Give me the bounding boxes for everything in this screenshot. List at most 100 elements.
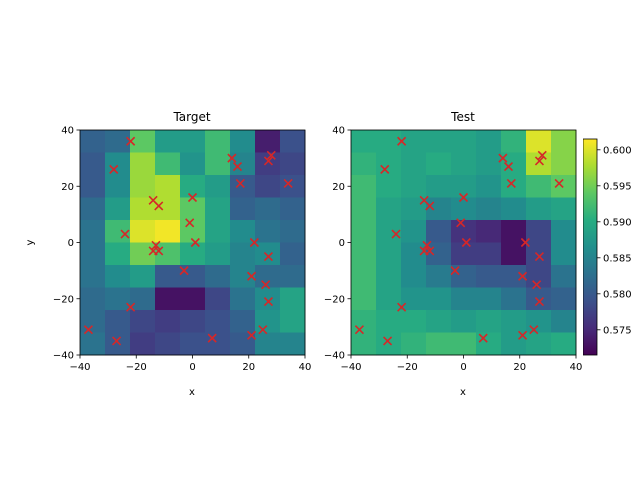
heatmap-cell: [476, 197, 502, 221]
heatmap-cell: [351, 287, 377, 311]
heatmap-cell: [451, 332, 477, 356]
heatmap-cell: [255, 197, 281, 221]
sample-point-marker: [266, 150, 276, 160]
heatmap-cell: [426, 242, 452, 266]
y-tick-label: −20: [324, 294, 345, 305]
heatmap-cell: [105, 310, 131, 333]
sample-point-marker: [458, 192, 469, 203]
sample-point-marker: [154, 246, 164, 256]
heatmap-cell: [526, 152, 552, 176]
heatmap-cell: [501, 310, 527, 333]
sample-point-marker: [529, 325, 539, 335]
sample-point-marker: [380, 164, 390, 174]
heatmap-cell: [255, 310, 281, 333]
sample-point-marker: [179, 266, 189, 276]
heatmap-cell: [205, 287, 231, 311]
heatmap-cell: [451, 197, 477, 221]
sample-point-marker: [498, 153, 508, 163]
heatmap-cell: [230, 310, 256, 333]
y-tick-label: 20: [332, 182, 345, 193]
heatmap-cell: [130, 152, 156, 176]
sample-point-marker: [534, 251, 545, 262]
heatmap-cell: [551, 242, 577, 266]
heatmap-cell: [551, 265, 577, 288]
target-panel: Target −40 −20 0 20 40 −40 −20 0 20 40 x y: [25, 110, 311, 398]
heatmap-cell: [551, 287, 577, 311]
heatmap-cell: [205, 175, 231, 198]
heatmap-cell: [476, 175, 502, 198]
sample-point-marker: [263, 296, 274, 307]
sample-point-marker: [283, 178, 293, 189]
test-ticks: −40 −20 0 20 40 −40 −20 0 20 40: [324, 126, 582, 374]
heatmap-cell: [351, 197, 377, 221]
heatmap-cell: [230, 220, 256, 243]
heatmap-cell: [180, 197, 206, 221]
heatmap-cell: [80, 220, 106, 243]
colorbar-tick-label: 0.580: [603, 289, 632, 300]
heatmap-cell: [80, 310, 106, 333]
heatmap-cell: [401, 152, 427, 176]
heatmap-cell: [255, 175, 281, 198]
heatmap-cell: [180, 265, 206, 288]
sample-point-marker: [190, 237, 200, 248]
colorbar-clip: 0.575 0.580 0.585 0.590 0.595 0.600: [583, 138, 632, 356]
heatmap-cell: [476, 220, 502, 243]
heatmap-cell: [526, 220, 552, 243]
heatmap-cell: [280, 287, 306, 311]
heatmap-cell: [180, 310, 206, 333]
y-tick-label: 20: [61, 182, 74, 193]
heatmap-cell: [376, 130, 402, 153]
heatmap-cell: [426, 287, 452, 311]
heatmap-cell: [476, 152, 502, 176]
heatmap-cell: [551, 197, 577, 221]
sample-point-marker: [126, 302, 136, 312]
heatmap-cell: [401, 197, 427, 221]
heatmap-cell: [80, 197, 106, 221]
heatmap-cell: [351, 310, 377, 333]
heatmap-cell: [230, 197, 256, 221]
sample-point-marker: [422, 240, 432, 250]
heatmap-cell: [280, 130, 306, 153]
heatmap-cell: [501, 242, 527, 266]
heatmap-cell: [476, 242, 502, 266]
heatmap-cell: [376, 310, 402, 333]
heatmap-cell: [155, 332, 181, 356]
heatmap-cell: [451, 242, 477, 266]
heatmap-cell: [476, 287, 502, 311]
colorbar-tick-label: 0.585: [603, 253, 632, 264]
test-x-axis-title: x: [460, 387, 466, 398]
heatmap-cell: [551, 332, 577, 356]
sample-point-marker: [397, 136, 407, 146]
heatmap-cell: [401, 130, 427, 153]
heatmap-cell: [105, 265, 131, 288]
heatmap-cell: [80, 242, 106, 266]
x-tick-label: 20: [513, 362, 526, 373]
colorbar-tick-label: 0.575: [603, 325, 632, 336]
heatmap-cell: [451, 152, 477, 176]
heatmap-cell: [426, 197, 452, 221]
heatmap-cell: [551, 130, 577, 153]
colorbar: 0.575 0.580 0.585 0.590 0.595 0.600: [583, 138, 632, 356]
heatmap-cell: [130, 175, 156, 198]
heatmap-cell: [205, 310, 231, 333]
heatmap-cell: [180, 152, 206, 176]
heatmap-cell: [426, 265, 452, 288]
heatmap-cell: [80, 152, 106, 176]
heatmap-cell: [180, 130, 206, 153]
x-tick-label: 40: [299, 362, 312, 373]
heatmap-cell: [155, 175, 181, 198]
heatmap-cell: [376, 220, 402, 243]
colorbar-tick-label: 0.590: [603, 217, 632, 228]
sample-point-marker: [517, 271, 528, 281]
sample-point-marker: [478, 333, 488, 343]
sample-point-marker: [249, 237, 259, 248]
heatmap-cell: [280, 310, 306, 333]
y-tick-label: 40: [332, 126, 345, 137]
sample-point-marker: [354, 325, 365, 335]
heatmap-cell: [426, 332, 452, 356]
heatmap-cell: [351, 175, 377, 198]
heatmap-cell: [80, 175, 106, 198]
heatmap-cell: [255, 265, 281, 288]
heatmap-cell: [280, 175, 306, 198]
heatmap-cell: [105, 332, 131, 356]
